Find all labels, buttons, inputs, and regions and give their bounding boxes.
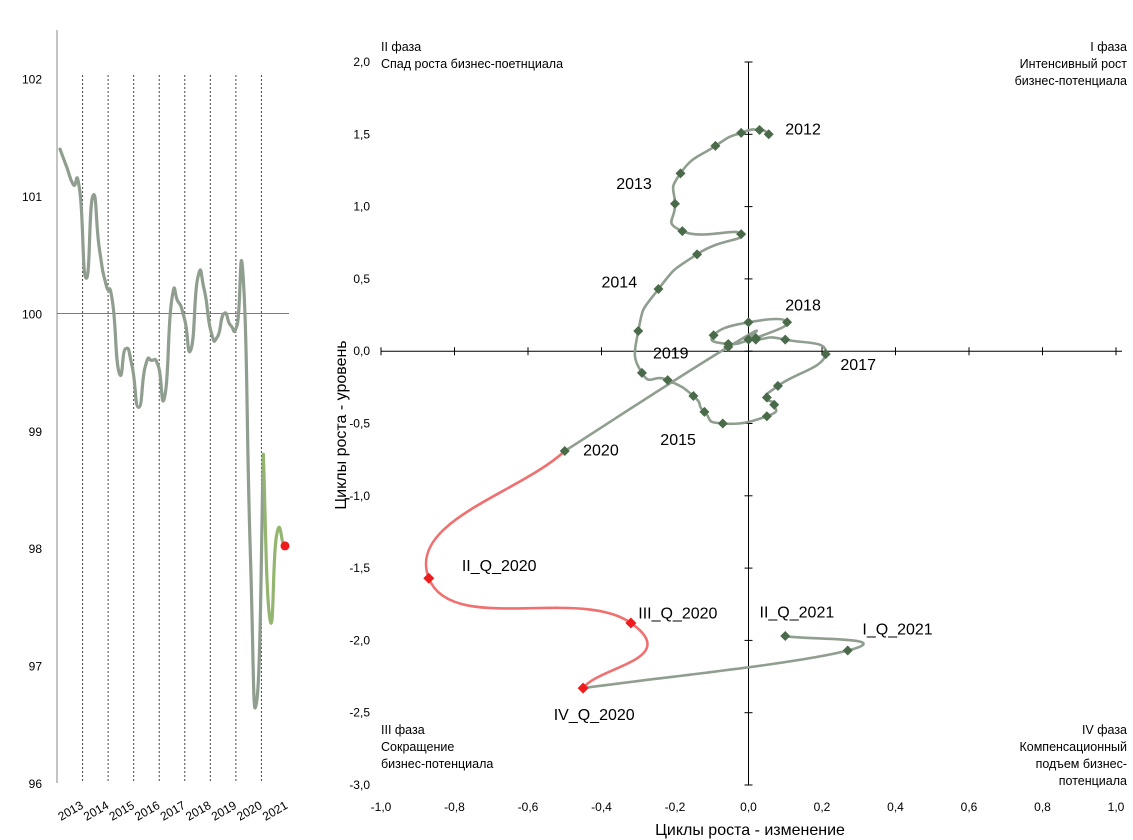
data-point-marker [780,334,791,345]
point-annotation: 2020 [583,442,619,459]
point-annotation: 2014 [602,275,638,292]
point-annotation: 2019 [653,345,689,362]
point-annotation: I_Q_2021 [862,622,932,639]
data-point-marker [782,317,793,328]
point-annotation: 2012 [785,121,821,138]
point-annotation: 2018 [785,298,821,315]
left-y-tick-label: 100 [22,307,42,321]
x-tick-label: -1,0 [371,800,392,814]
y-axis-title: Циклы роста - уровень [333,340,350,509]
data-point-marker [710,140,721,151]
quadrant-label-phase-2: Спад роста бизнес-поетнциала [381,57,563,71]
data-point-marker [761,411,772,422]
y-tick-label: -2,0 [349,633,370,647]
data-point-marker-red [577,682,589,694]
left-y-tick-label: 97 [29,660,43,674]
data-point-marker [699,406,710,417]
left-y-tick-label: 98 [29,542,43,556]
data-point-marker [677,226,688,237]
data-point-marker [736,229,747,240]
quadrant-label-phase-2: II фаза [381,40,421,54]
x-tick-label: -0,2 [665,800,686,814]
point-annotation: 2013 [616,176,652,193]
point-annotation: II_Q_2021 [760,604,835,621]
data-point-marker [750,333,761,344]
quadrant-label-phase-3: Сокращение [381,740,454,754]
cycle-path-2020 [424,450,649,689]
data-point-marker [633,325,644,336]
data-point-marker [842,645,853,656]
left-y-tick-label: 99 [29,425,43,439]
left-y-tick-label: 96 [29,777,43,791]
quadrant-label-phase-1: I фаза [1090,40,1127,54]
point-annotation: III_Q_2020 [638,606,717,623]
quadrant-label-phase-3: бизнес-потенциала [381,757,493,771]
data-point-marker [636,367,647,378]
left-y-tick-label: 101 [22,190,42,204]
data-point-marker-red [625,617,637,629]
y-tick-label: -1,5 [349,561,370,575]
x-tick-label: 0,8 [1034,800,1051,814]
y-tick-label: -1,0 [349,489,370,503]
quadrant-label-phase-1: бизнес-потенциала [1015,74,1127,88]
y-tick-label: -2,5 [349,706,370,720]
point-annotation: 2015 [660,432,696,449]
data-point-marker [692,249,703,260]
data-point-marker [754,124,765,135]
x-tick-label: -0,4 [591,800,612,814]
data-point-marker [743,317,754,328]
y-tick-label: 1,0 [353,200,370,214]
point-annotation: II_Q_2020 [462,558,537,575]
data-point-marker [736,127,747,138]
data-point-marker [688,391,699,402]
data-point-marker [743,334,754,345]
x-tick-label: -0,8 [444,800,465,814]
point-annotation: 2017 [840,357,876,374]
data-point-marker [559,445,570,456]
quadrant-label-phase-4: потенциала [1059,774,1127,788]
quadrant-label-phase-4: IV фаза [1082,723,1127,737]
data-point-marker [717,418,728,429]
data-point-marker [708,330,719,341]
left-highlight-point [280,541,290,551]
cycle-path-2021 [582,634,865,690]
data-point-marker [653,284,664,295]
data-point-marker [761,392,772,403]
data-point-marker [723,341,734,352]
left-x-tick-label: 2021 [260,798,290,824]
left-series-line-recent [261,452,285,625]
x-tick-label: 0,0 [740,800,757,814]
point-annotation: IV_Q_2020 [554,707,635,724]
data-point-marker [670,198,680,209]
y-tick-label: 2,0 [353,55,370,69]
data-point-marker [772,380,783,391]
x-tick-label: 0,2 [814,800,831,814]
data-point-marker [763,129,774,140]
x-axis-title: Циклы роста - изменение [655,822,845,839]
quadrant-label-phase-1: Интенсивный рост [1020,57,1128,71]
x-tick-label: 0,6 [961,800,978,814]
left-y-tick-label: 102 [22,73,42,87]
data-point-marker-red [423,572,435,584]
x-tick-label: -0,6 [518,800,539,814]
x-tick-label: 1,0 [1108,800,1125,814]
y-tick-label: -3,0 [349,778,370,792]
y-tick-label: 0,0 [353,344,370,358]
y-tick-label: 1,5 [353,127,370,141]
quadrant-label-phase-4: Компенсационный [1019,740,1127,754]
left-line-chart: 1021011009998979620132014201520162017201… [22,30,290,824]
quadrant-label-phase-4: подъем бизнес- [1036,757,1127,771]
right-cycle-chart: 2,01,51,00,50,0-0,5-1,0-1,5-2,0-2,5-3,0-… [333,40,1127,839]
quadrant-label-phase-3: III фаза [381,723,425,737]
x-tick-label: 0,4 [887,800,904,814]
data-point-marker [780,631,791,642]
data-point-marker [769,399,780,410]
y-tick-label: -0,5 [349,417,370,431]
data-point-marker [675,168,686,179]
y-tick-label: 0,5 [353,272,370,286]
left-series-line [58,147,265,710]
data-point-marker [820,349,831,360]
data-point-marker [662,375,673,386]
